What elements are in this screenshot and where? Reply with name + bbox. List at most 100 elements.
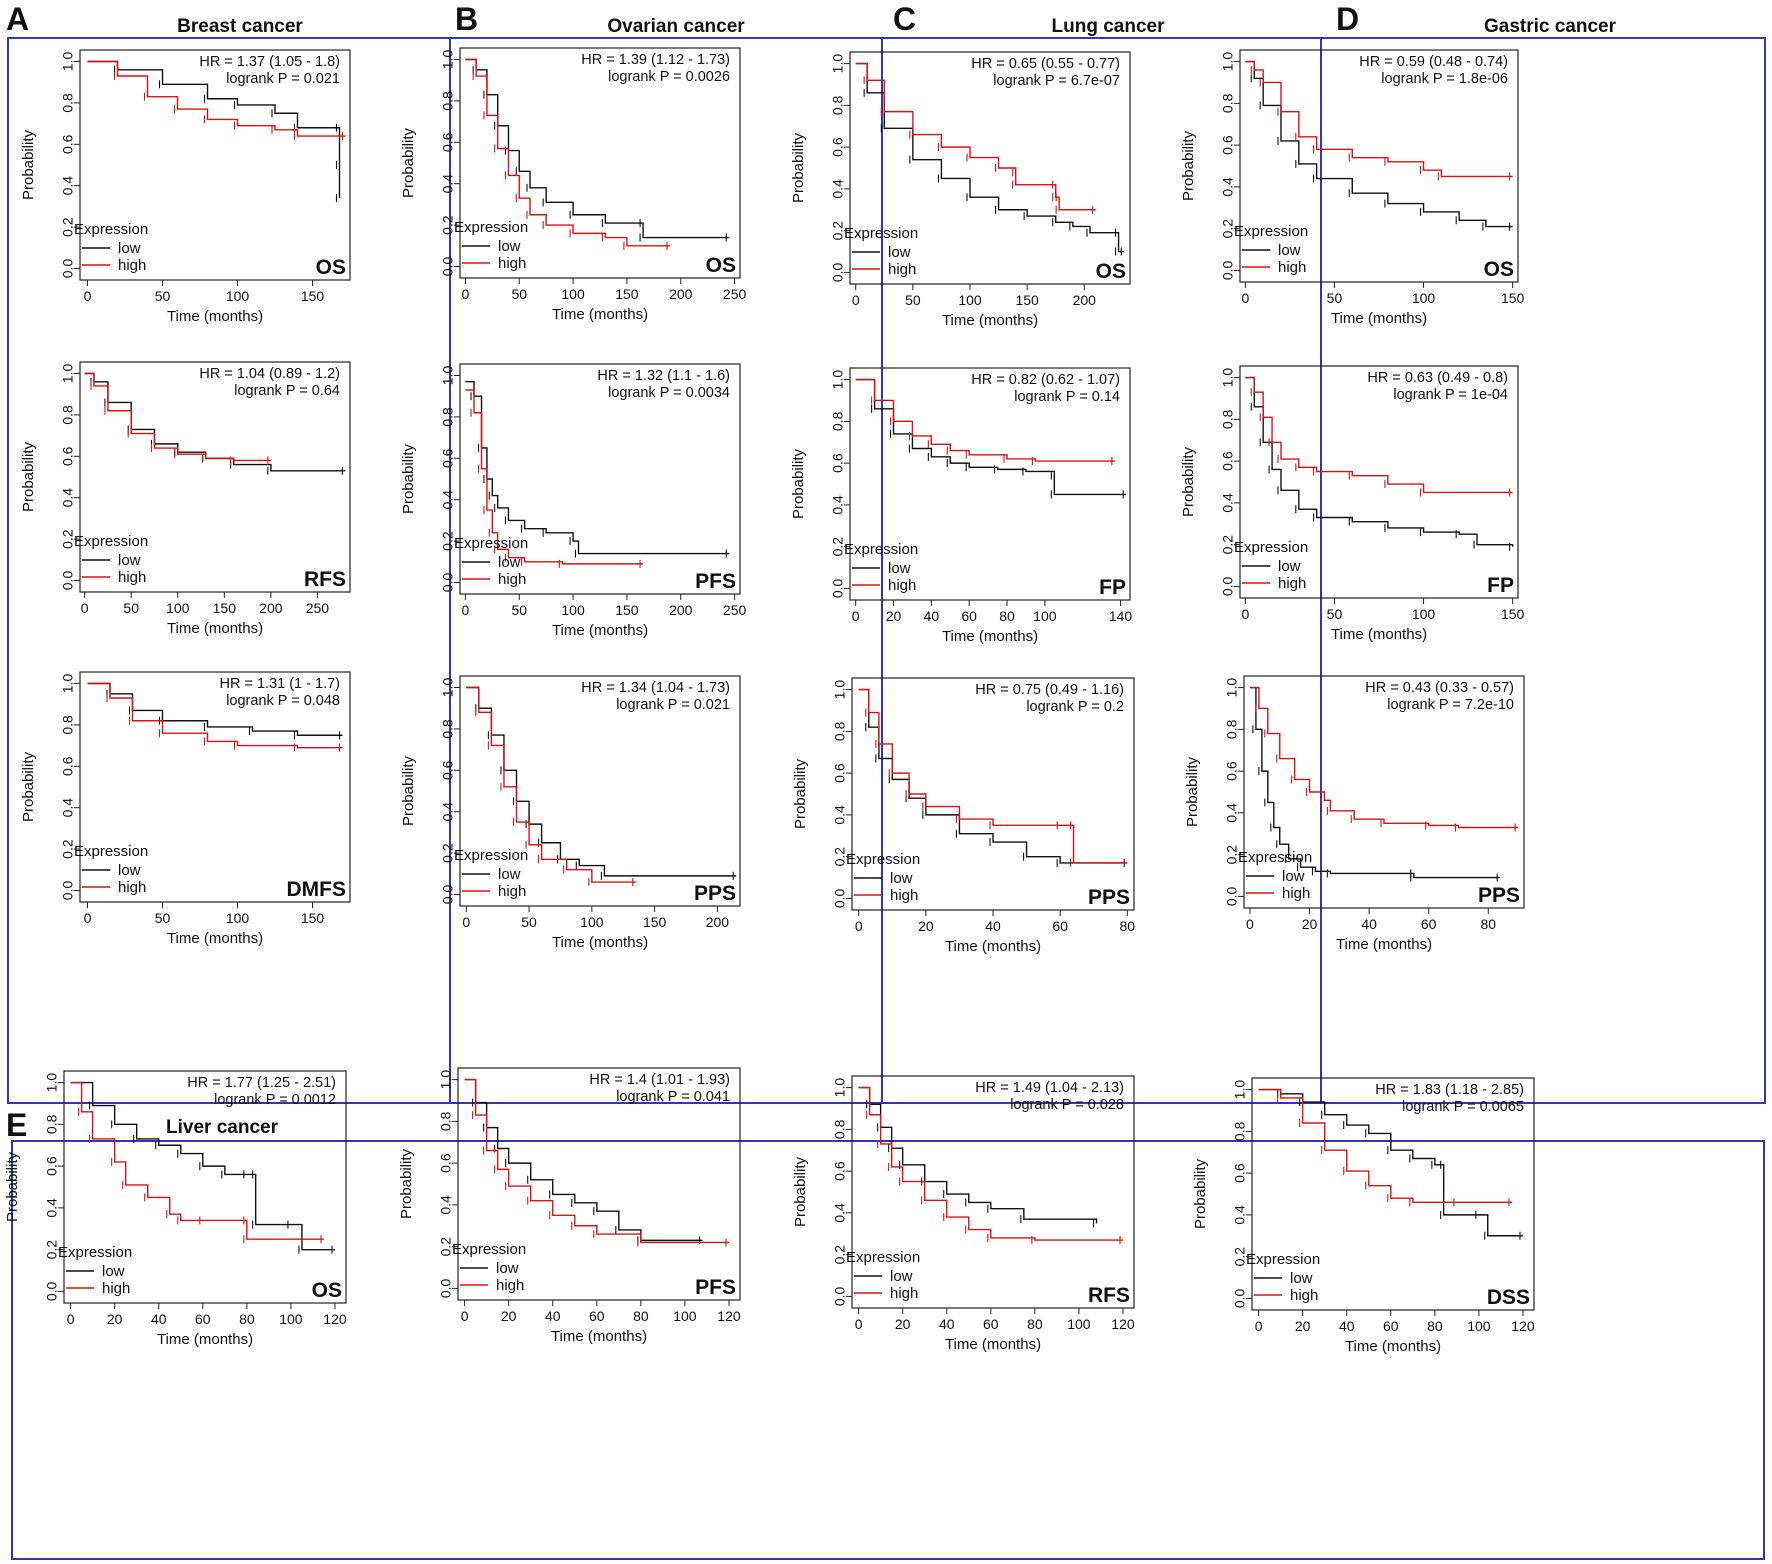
legend-label-low: low: [1282, 868, 1305, 885]
x-tick-label: 150: [1501, 290, 1525, 306]
y-tick-label: 0.6: [438, 1153, 454, 1173]
y-tick-label: 0.8: [440, 91, 456, 111]
y-tick-label: 1.0: [440, 50, 456, 70]
plot-frame: [79, 671, 351, 903]
y-tick-label: 0.8: [830, 411, 846, 431]
legend-label-low: low: [498, 866, 521, 883]
legend-title: Expression: [74, 533, 148, 550]
x-tick-label: 80: [1027, 1316, 1043, 1332]
x-tick-label: 20: [918, 918, 934, 934]
y-tick-label: 0.2: [60, 839, 76, 859]
legend-title: Expression: [1238, 849, 1312, 866]
survival-curve-low: [87, 60, 341, 199]
x-tick-label: 60: [1421, 916, 1437, 932]
y-tick-label: 0.6: [830, 453, 846, 473]
y-axis-label: Probability: [398, 1148, 415, 1219]
y-tick-label: 0.0: [60, 571, 76, 591]
x-tick-label: 80: [1119, 918, 1135, 934]
x-tick-label: 250: [723, 286, 747, 302]
x-tick-label: 250: [723, 602, 747, 618]
logrank-p: logrank P = 0.0012: [214, 1092, 336, 1108]
y-axis-label: Probability: [1192, 1158, 1209, 1229]
y-tick-label: 0.8: [830, 95, 846, 115]
x-axis-label: Time (months): [942, 628, 1038, 645]
x-tick-label: 120: [323, 1311, 347, 1327]
plot-frame: [1243, 675, 1525, 909]
legend-title: Expression: [74, 843, 148, 860]
y-tick-label: 0.0: [60, 259, 76, 279]
endpoint-label: OS: [706, 254, 736, 277]
y-tick-label: 1.0: [1220, 368, 1236, 388]
x-tick-label: 20: [886, 608, 902, 624]
endpoint-label: RFS: [304, 568, 346, 591]
hazard-ratio: HR = 0.75 (0.49 - 1.16): [975, 682, 1124, 698]
legend-label-low: low: [1290, 1270, 1313, 1287]
legend-label-low: low: [890, 1268, 913, 1285]
x-tick-label: 200: [669, 602, 693, 618]
endpoint-label: DMFS: [287, 878, 347, 901]
km-charts: 0 50 100 150 0.0 0.2 0.4 0.6 0.8 1.0 Time (months)…: [4, 47, 1535, 1355]
x-axis-label: Time (months): [1331, 626, 1427, 643]
logrank-p: logrank P = 6.7e-07: [993, 73, 1120, 89]
logrank-p: logrank P = 0.0026: [608, 69, 730, 85]
y-tick-label: 0.2: [832, 1245, 848, 1265]
y-tick-label: 0.2: [438, 1237, 454, 1257]
x-tick-label: 0: [1255, 1318, 1263, 1334]
x-tick-label: 50: [1327, 606, 1343, 622]
legend-title: Expression: [58, 1244, 132, 1261]
y-tick-label: 1.0: [1224, 678, 1240, 698]
hazard-ratio: HR = 1.49 (1.04 - 2.13): [975, 1080, 1124, 1096]
x-tick-label: 40: [985, 918, 1001, 934]
y-tick-label: 0.2: [1220, 535, 1236, 555]
legend-title: Expression: [1234, 223, 1308, 240]
survival-curve-low: [70, 1081, 335, 1251]
km-plot-e-rfs: 0 20 40 60 80 100 120 0.0 0.2 0.4 0.6 0.8 1.0 Time (m…: [792, 1075, 1135, 1353]
x-axis-label: Time (months): [945, 938, 1041, 955]
survival-curve-low: [1249, 686, 1501, 879]
y-tick-label: 0.2: [1220, 219, 1236, 239]
y-tick-label: 0.6: [440, 132, 456, 152]
hazard-ratio: HR = 0.43 (0.33 - 0.57): [1365, 680, 1514, 696]
section-title-c: Lung cancer: [1052, 16, 1166, 37]
x-tick-label: 40: [1361, 916, 1377, 932]
y-tick-label: 0.8: [832, 1119, 848, 1139]
x-tick-label: 100: [1467, 1318, 1491, 1334]
legend-label-high: high: [1278, 575, 1306, 592]
x-tick-label: 20: [895, 1316, 911, 1332]
logrank-p: logrank P = 7.2e-10: [1387, 697, 1514, 713]
x-tick-label: 100: [226, 910, 250, 926]
x-tick-label: 100: [673, 1308, 697, 1324]
x-axis-label: Time (months): [167, 930, 263, 947]
hazard-ratio: HR = 0.59 (0.48 - 0.74): [1359, 54, 1508, 70]
x-tick-label: 150: [615, 602, 639, 618]
plot-frame: [849, 367, 1131, 601]
y-tick-label: 0.6: [440, 448, 456, 468]
y-axis-label: Probability: [20, 441, 37, 512]
endpoint-label: OS: [1096, 260, 1126, 283]
legend-label-low: low: [1278, 558, 1301, 575]
y-axis-label: Probability: [790, 132, 807, 203]
x-tick-label: 80: [999, 608, 1015, 624]
plot-frame: [849, 51, 1131, 285]
y-tick-label: 0.4: [832, 1203, 848, 1223]
y-tick-label: 0.4: [440, 490, 456, 510]
y-tick-label: 0.4: [440, 174, 456, 194]
y-tick-label: 1.0: [438, 1070, 454, 1090]
plot-frame: [459, 675, 741, 907]
y-tick-label: 0.4: [60, 488, 76, 508]
survival-curve-high: [858, 1086, 1123, 1241]
y-tick-label: 0.0: [440, 573, 456, 593]
survival-curve-high: [855, 62, 1096, 211]
x-axis-label: Time (months): [942, 312, 1038, 329]
y-tick-label: 0.8: [1224, 719, 1240, 739]
y-axis-label: Probability: [1184, 756, 1201, 827]
survival-curve-high: [465, 58, 670, 247]
endpoint-label: RFS: [1088, 1284, 1130, 1307]
x-tick-label: 100: [561, 286, 585, 302]
legend-label-high: high: [1282, 885, 1310, 902]
x-tick-label: 200: [259, 600, 283, 616]
